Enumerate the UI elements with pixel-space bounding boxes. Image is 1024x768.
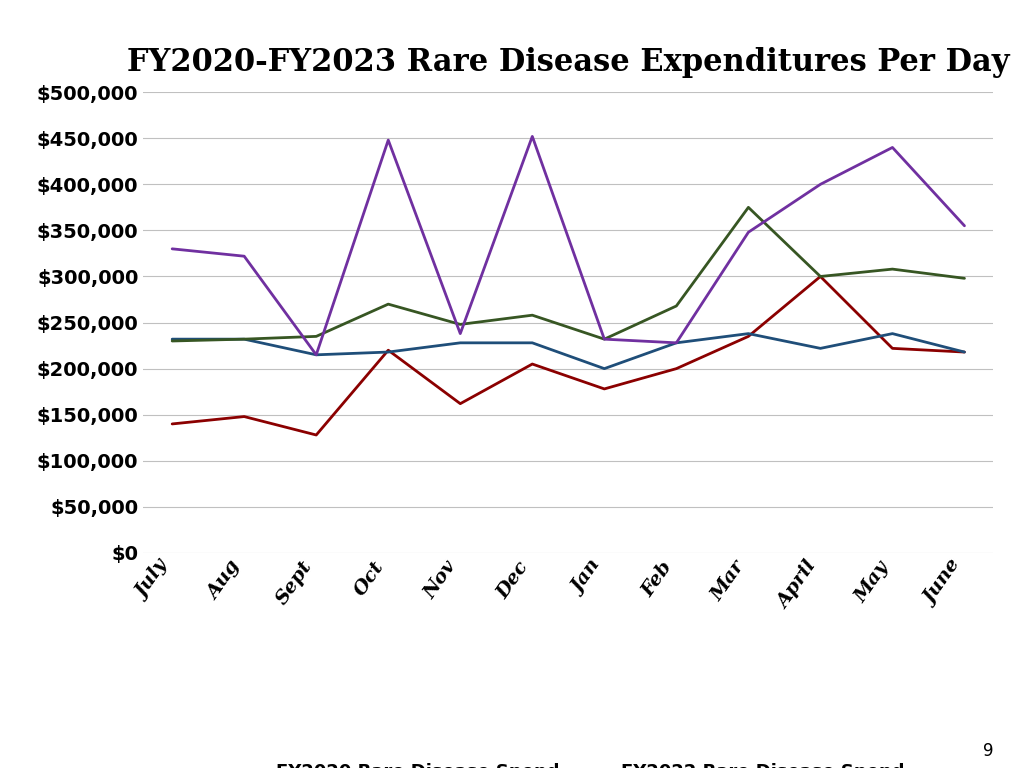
Text: 9: 9	[983, 743, 993, 760]
Title: FY2020-FY2023 Rare Disease Expenditures Per Day: FY2020-FY2023 Rare Disease Expenditures …	[127, 48, 1010, 78]
Legend: FY2020 Rare Disease Spend, FY2021 Rare Disease Spend, FY2022 Rare Disease Spend,: FY2020 Rare Disease Spend, FY2021 Rare D…	[225, 756, 911, 768]
